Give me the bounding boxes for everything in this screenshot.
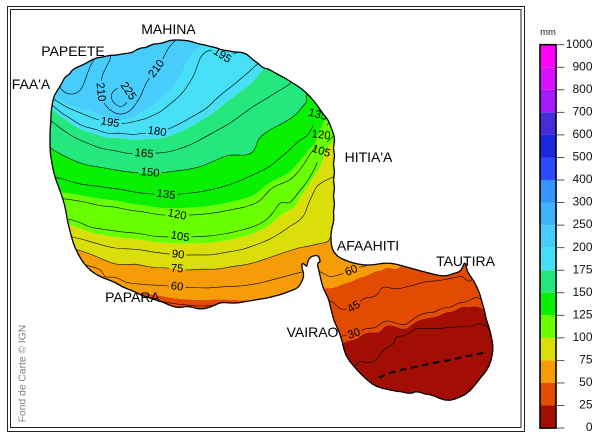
svg-text:PAPEETE: PAPEETE [41, 43, 105, 59]
svg-text:60: 60 [170, 280, 184, 293]
svg-text:200: 200 [572, 240, 592, 254]
svg-text:150: 150 [140, 166, 160, 180]
svg-text:175: 175 [572, 262, 592, 276]
svg-text:120: 120 [167, 207, 188, 223]
svg-text:125: 125 [572, 307, 592, 321]
svg-text:45: 45 [346, 299, 363, 316]
svg-text:FAA'A: FAA'A [12, 76, 51, 92]
svg-text:800: 800 [572, 82, 592, 96]
svg-text:600: 600 [572, 127, 592, 141]
svg-text:Fond de Carte © IGN: Fond de Carte © IGN [17, 325, 28, 422]
svg-text:400: 400 [572, 172, 592, 186]
svg-text:120: 120 [311, 128, 331, 142]
svg-text:300: 300 [572, 195, 592, 209]
svg-text:105: 105 [170, 229, 191, 244]
svg-text:mm: mm [540, 27, 556, 38]
svg-text:90: 90 [171, 248, 185, 261]
svg-text:135: 135 [156, 188, 176, 203]
svg-text:50: 50 [579, 375, 593, 389]
svg-text:0: 0 [586, 420, 593, 434]
svg-text:150: 150 [572, 285, 592, 299]
svg-text:700: 700 [572, 104, 592, 118]
svg-text:105: 105 [310, 143, 332, 160]
svg-text:TAUTIRA: TAUTIRA [436, 253, 496, 269]
svg-text:HITIA'A: HITIA'A [345, 149, 393, 165]
svg-text:1000: 1000 [566, 37, 593, 51]
svg-text:VAIRAO: VAIRAO [287, 324, 339, 340]
svg-text:100: 100 [572, 330, 592, 344]
svg-text:165: 165 [134, 147, 154, 161]
svg-text:250: 250 [572, 217, 592, 231]
svg-text:30: 30 [346, 326, 362, 341]
svg-text:75: 75 [579, 353, 593, 367]
svg-text:MAHINA: MAHINA [141, 21, 196, 37]
svg-text:195: 195 [100, 115, 121, 130]
svg-text:500: 500 [572, 150, 592, 164]
svg-text:60: 60 [343, 263, 359, 279]
svg-text:PAPARA: PAPARA [105, 289, 160, 305]
svg-text:25: 25 [579, 398, 593, 412]
svg-text:180: 180 [147, 125, 167, 140]
svg-text:AFAAHITI: AFAAHITI [337, 238, 399, 254]
svg-text:75: 75 [170, 263, 183, 276]
svg-text:210: 210 [93, 82, 107, 102]
svg-text:900: 900 [572, 59, 592, 73]
